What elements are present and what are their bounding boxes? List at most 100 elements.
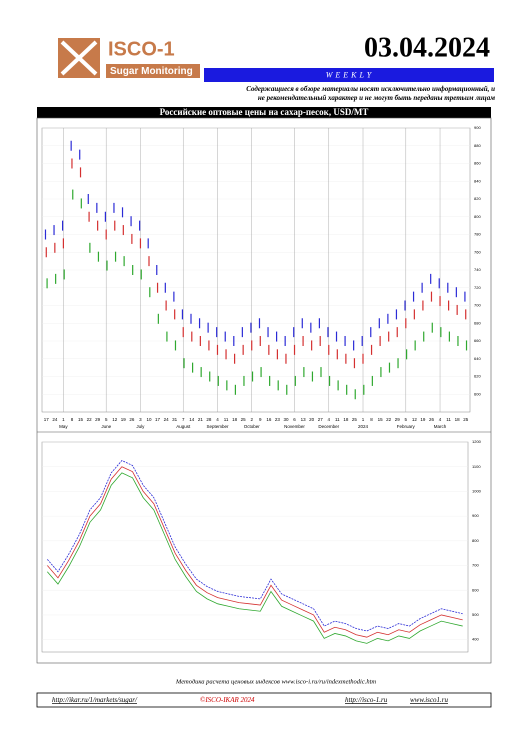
price-line — [47, 460, 463, 632]
x-tick-label: 17 — [155, 417, 161, 422]
x-tick-label: 13 — [301, 417, 307, 422]
y-tick-label: 1200 — [472, 439, 482, 444]
y-tick-label: 800 — [472, 538, 479, 543]
x-tick-label: 23 — [275, 417, 281, 422]
x-tick-label: 8 — [71, 417, 74, 422]
month-label: June — [101, 424, 111, 429]
y-tick-label: 600 — [472, 587, 479, 592]
period-bar — [204, 68, 494, 82]
logo-sub: Sugar Monitoring — [110, 66, 193, 77]
x-tick-label: 14 — [189, 417, 195, 422]
x-tick-label: 11 — [446, 417, 451, 422]
x-tick-label: 18 — [455, 417, 461, 422]
y-tick-label: 620 — [474, 374, 481, 379]
logo-sub-bar — [106, 64, 200, 78]
y-tick-label: 900 — [474, 125, 481, 130]
y-tick-label: 800 — [474, 214, 481, 219]
x-tick-label: 11 — [335, 417, 340, 422]
x-tick-label: 25 — [463, 417, 469, 422]
x-tick-label: 15 — [378, 417, 384, 422]
period: WEEKLY — [326, 70, 375, 79]
y-tick-label: 400 — [472, 637, 479, 642]
charts-frame — [36, 117, 492, 664]
x-tick-label: 22 — [87, 417, 93, 422]
x-tick-label: 6 — [293, 417, 296, 422]
x-tick-label: 1 — [362, 417, 365, 422]
x-tick-label: 19 — [121, 417, 127, 422]
month-label: September — [206, 424, 229, 429]
x-tick-label: 27 — [318, 417, 324, 422]
y-tick-label: 1000 — [472, 488, 482, 493]
y-tick-label: 840 — [474, 178, 481, 183]
x-tick-label: 29 — [395, 417, 401, 422]
x-tick-label: 26 — [129, 417, 135, 422]
logo-mark — [60, 40, 98, 76]
x-tick-label: 26 — [429, 417, 435, 422]
month-label: October — [244, 424, 261, 429]
x-tick-label: 29 — [95, 417, 101, 422]
month-label: March — [434, 424, 447, 429]
month-label: May — [59, 424, 68, 429]
x-tick-label: 4 — [216, 417, 219, 422]
month-label: February — [397, 424, 416, 429]
y-tick-label: 700 — [474, 303, 481, 308]
y-tick-label: 780 — [474, 232, 481, 237]
x-tick-label: 5 — [405, 417, 408, 422]
x-tick-label: 4 — [439, 417, 442, 422]
footer-copyright: ©ISCO-IKAR 2024 — [200, 696, 255, 704]
month-label: November — [284, 424, 305, 429]
price-line — [47, 466, 463, 638]
month-label: August — [176, 424, 191, 429]
y-tick-label: 860 — [474, 161, 481, 166]
y-tick-label: 740 — [474, 267, 481, 272]
x-tick-label: 17 — [44, 417, 50, 422]
x-tick-label: 2 — [250, 417, 253, 422]
y-tick-label: 660 — [474, 338, 481, 343]
section-title: Российские оптовые цены на сахар-песок, … — [160, 107, 369, 117]
disclaimer: Содержащиеся в обзоре материалы носят ис… — [246, 85, 495, 102]
x-tick-label: 12 — [412, 417, 418, 422]
x-tick-label: 31 — [172, 417, 178, 422]
y-tick-label: 600 — [474, 391, 481, 396]
y-tick-label: 900 — [472, 513, 479, 518]
x-tick-label: 24 — [52, 417, 58, 422]
x-tick-label: 11 — [224, 417, 229, 422]
method-note: Методика расчета ценовых индексов www.is… — [175, 678, 377, 685]
x-tick-label: 9 — [259, 417, 262, 422]
x-tick-label: 25 — [241, 417, 247, 422]
title-bar — [37, 107, 491, 118]
disclaimer-box: Содержащиеся в обзоре материалы носят ис… — [246, 85, 495, 102]
price-line — [47, 472, 463, 644]
footer-bar — [36, 692, 492, 708]
month-label: December — [318, 424, 339, 429]
y-tick-label: 760 — [474, 249, 481, 254]
report-date: 03.04.2024 — [364, 32, 490, 63]
footer-link[interactable]: http://ikar.ru/1/markets/sugar/ — [52, 696, 138, 704]
x-tick-label: 18 — [343, 417, 349, 422]
x-tick-label: 22 — [386, 417, 392, 422]
x-tick-label: 30 — [283, 417, 289, 422]
x-tick-label: 21 — [198, 417, 204, 422]
plot-area — [41, 441, 469, 653]
x-tick-label: 20 — [309, 417, 315, 422]
x-tick-label: 7 — [182, 417, 185, 422]
logo-text: ISCO-1 — [108, 38, 175, 60]
x-tick-label: 8 — [370, 417, 373, 422]
y-tick-label: 1100 — [472, 464, 481, 469]
y-tick-label: 700 — [472, 563, 479, 568]
x-tick-label: 19 — [420, 417, 426, 422]
x-tick-label: 25 — [352, 417, 358, 422]
y-tick-label: 880 — [474, 143, 481, 148]
y-tick-label: 500 — [472, 612, 479, 617]
x-tick-label: 3 — [139, 417, 142, 422]
x-tick-label: 1 — [62, 417, 65, 422]
footer-link[interactable]: http://isco-1.ru — [345, 696, 388, 704]
x-tick-label: 4 — [328, 417, 331, 422]
x-tick-label: 18 — [232, 417, 238, 422]
footer-link[interactable]: www.isco1.ru — [410, 696, 448, 704]
x-tick-label: 24 — [164, 417, 170, 422]
month-label: July — [136, 424, 145, 429]
month-label: 2024 — [358, 424, 369, 429]
